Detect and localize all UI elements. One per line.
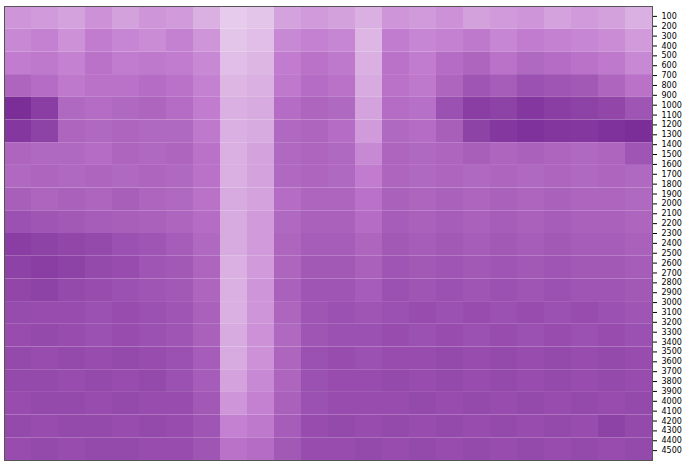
svg-text:4100: 4100 bbox=[662, 407, 682, 416]
svg-text:1200: 1200 bbox=[662, 120, 682, 129]
svg-text:3800: 3800 bbox=[662, 377, 682, 386]
svg-text:300: 300 bbox=[662, 32, 677, 41]
svg-text:800: 800 bbox=[662, 81, 677, 90]
svg-text:2200: 2200 bbox=[662, 219, 682, 228]
svg-text:900: 900 bbox=[662, 91, 677, 100]
svg-text:4000: 4000 bbox=[662, 397, 682, 406]
svg-text:500: 500 bbox=[662, 51, 677, 60]
svg-text:1800: 1800 bbox=[662, 180, 682, 189]
svg-text:2300: 2300 bbox=[662, 229, 682, 238]
svg-text:4300: 4300 bbox=[662, 426, 682, 435]
svg-text:100: 100 bbox=[662, 12, 677, 21]
svg-text:200: 200 bbox=[662, 22, 677, 31]
svg-text:1900: 1900 bbox=[662, 190, 682, 199]
svg-text:3500: 3500 bbox=[662, 347, 682, 356]
svg-text:3200: 3200 bbox=[662, 318, 682, 327]
svg-text:3300: 3300 bbox=[662, 328, 682, 337]
svg-text:600: 600 bbox=[662, 61, 677, 70]
svg-text:1600: 1600 bbox=[662, 160, 682, 169]
svg-text:1500: 1500 bbox=[662, 150, 682, 159]
svg-text:1100: 1100 bbox=[662, 111, 682, 120]
svg-text:3400: 3400 bbox=[662, 338, 682, 347]
svg-text:1000: 1000 bbox=[662, 101, 682, 110]
svg-text:2100: 2100 bbox=[662, 209, 682, 218]
svg-text:1700: 1700 bbox=[662, 170, 682, 179]
svg-text:1300: 1300 bbox=[662, 130, 682, 139]
svg-text:3100: 3100 bbox=[662, 308, 682, 317]
svg-text:400: 400 bbox=[662, 42, 677, 51]
svg-text:4500: 4500 bbox=[662, 446, 682, 455]
svg-text:2500: 2500 bbox=[662, 249, 682, 258]
svg-text:3900: 3900 bbox=[662, 387, 682, 396]
svg-text:2700: 2700 bbox=[662, 269, 682, 278]
svg-text:3000: 3000 bbox=[662, 298, 682, 307]
svg-text:2000: 2000 bbox=[662, 199, 682, 208]
svg-text:2400: 2400 bbox=[662, 239, 682, 248]
svg-text:4400: 4400 bbox=[662, 436, 682, 445]
svg-text:2600: 2600 bbox=[662, 259, 682, 268]
svg-text:2900: 2900 bbox=[662, 288, 682, 297]
svg-text:700: 700 bbox=[662, 71, 677, 80]
svg-text:3700: 3700 bbox=[662, 367, 682, 376]
svg-text:2800: 2800 bbox=[662, 278, 682, 287]
svg-text:4200: 4200 bbox=[662, 417, 682, 426]
svg-text:1400: 1400 bbox=[662, 140, 682, 149]
svg-text:3600: 3600 bbox=[662, 357, 682, 366]
